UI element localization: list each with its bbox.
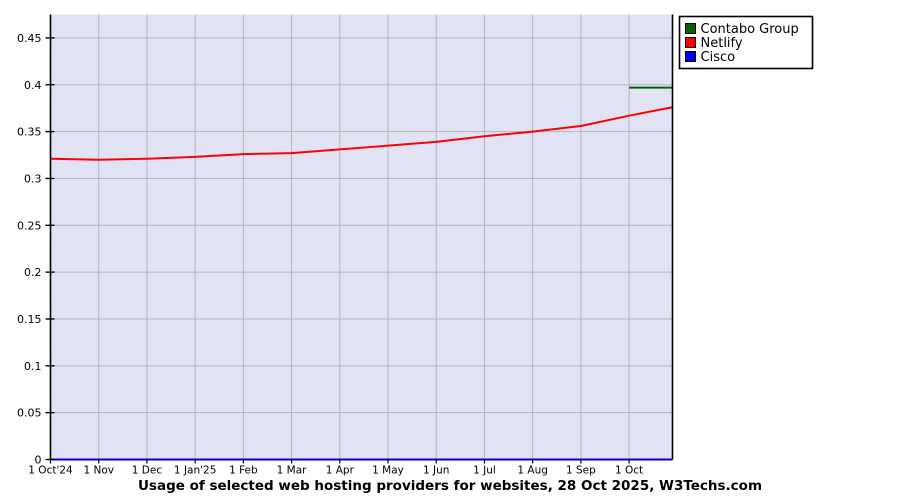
x-tick-label-1: 1 Nov — [83, 465, 114, 477]
x-tick-label-8: 1 Jun — [423, 465, 449, 477]
legend-item-cisco-swatch — [685, 51, 696, 62]
y-tick-label-8: 0.4 — [24, 79, 42, 92]
y-tick-label-2: 0.1 — [24, 360, 42, 373]
y-tick-label-1: 0.05 — [17, 407, 42, 420]
x-tick-label-6: 1 Apr — [326, 465, 355, 477]
chart-caption: Usage of selected web hosting providers … — [138, 478, 762, 494]
legend-item-cisco-label: Cisco — [701, 50, 736, 65]
legend-item-netlify-swatch — [685, 37, 696, 48]
x-tick-label-4: 1 Feb — [229, 465, 258, 477]
y-tick-label-6: 0.3 — [24, 172, 42, 185]
x-tick-label-3: 1 Jan'25 — [174, 465, 216, 477]
x-tick-label-0: 1 Oct'24 — [28, 465, 73, 477]
axes — [45, 14, 674, 464]
series-line-netlify — [50, 106, 673, 161]
y-tick-label-4: 0.2 — [24, 266, 42, 279]
x-tick-label-12: 1 Oct — [615, 465, 643, 477]
gridlines — [50, 14, 673, 460]
plot-area-background — [50, 14, 673, 460]
legend-item-contabo-group-swatch — [685, 23, 696, 34]
legend-item-netlify-label: Netlify — [701, 36, 743, 51]
y-tick-label-3: 0.15 — [17, 313, 42, 326]
y-tick-label-5: 0.25 — [17, 219, 42, 232]
legend-box — [678, 15, 814, 70]
y-tick-label-7: 0.35 — [17, 126, 42, 139]
y-tick-label-0: 0 — [35, 454, 42, 467]
y-tick-label-9: 0.45 — [17, 32, 42, 45]
legend-item-contabo-group-label: Contabo Group — [701, 22, 799, 37]
x-axis-tick-labels: 1 Oct'24 1 Nov 1 Dec 1 Jan'25 1 Feb 1 Mar 1 Ap… — [28, 465, 643, 477]
plot-background — [50, 14, 673, 460]
x-tick-label-7: 1 May — [372, 465, 404, 477]
x-tick-label-2: 1 Dec — [132, 465, 163, 477]
x-tick-label-11: 1 Sep — [566, 465, 596, 477]
y-axis-tick-labels: 0 0.05 0.1 0.15 0.2 0.25 0.3 0.35 0.4 0.45 — [17, 32, 42, 467]
x-tick-label-9: 1 Jul — [473, 465, 496, 477]
x-tick-label-5: 1 Mar — [277, 465, 308, 477]
x-tick-label-10: 1 Aug — [517, 465, 548, 477]
